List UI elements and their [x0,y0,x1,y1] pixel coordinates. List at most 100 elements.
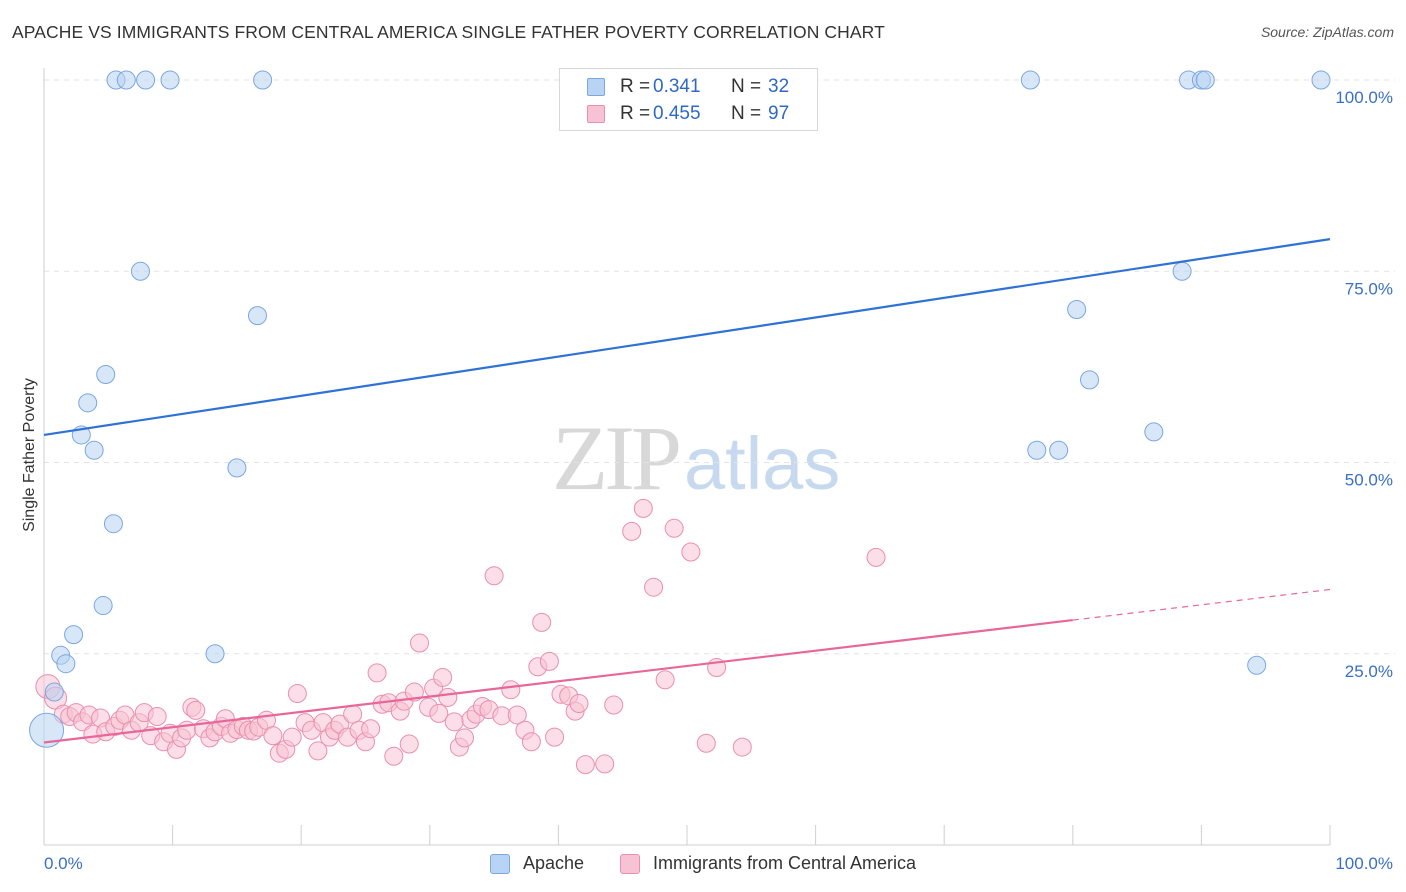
watermark-atlas: atlas [684,422,841,505]
y-axis-label: Single Father Poverty [21,378,38,532]
apache-point [247,306,267,326]
watermark-zip: ZIP [552,407,682,509]
series-apache-points [29,70,1331,748]
immigrants-point [521,732,541,752]
immigrants-point [644,577,664,597]
legend-row-apache: R = 0.341 N = 32 [560,74,817,100]
correlation-legend: R = 0.341 N = 32 R = 0.455 N = 97 [559,68,818,131]
apache-point [103,514,123,534]
immigrants-point [575,755,595,775]
trend-lines [43,238,1331,744]
immigrants-point [545,727,565,747]
immigrants-point [455,728,475,748]
immigrants-point [444,712,464,732]
immigrants-point [147,706,167,726]
apache-point [227,458,247,478]
r-label: R = [620,103,651,124]
immigrants-trend-line [43,618,1073,744]
immigrants-point [367,663,387,683]
y-tick-label: 100.0% [1335,88,1393,107]
immigrants-point [438,687,458,707]
n-value: 97 [768,103,790,124]
immigrants-point [429,703,449,723]
immigrants-point [410,633,430,653]
immigrants-point [664,518,684,538]
immigrants-point [404,682,424,702]
immigrants-point [866,547,886,567]
y-tick-label: 50.0% [1345,471,1393,490]
immigrants-point [633,498,653,518]
apache-point [1020,70,1040,90]
apache-point [1080,370,1100,390]
apache-trend-line [43,238,1331,437]
immigrants-point [604,695,624,715]
apache-point [1144,422,1164,442]
n-label: N = [731,103,762,124]
x-tick-label: 100.0% [1335,854,1393,873]
apache-point [160,70,180,90]
apache-point [116,70,136,90]
chart-title: APACHE VS IMMIGRANTS FROM CENTRAL AMERIC… [12,22,885,42]
apache-point [1195,70,1215,90]
immigrants-point [282,727,302,747]
apache-point [1172,261,1192,281]
r-label: R = [620,76,651,97]
r-value: 0.341 [653,76,701,97]
immigrants-point [186,700,206,720]
apache-point [29,712,65,748]
immigrants-point [308,741,328,761]
apache-point [1247,655,1267,675]
apache-swatch [490,854,510,874]
immigrants-point [696,733,716,753]
immigrants-point [287,684,307,704]
immigrants-point [507,705,527,725]
zipatlas-watermark: ZIPatlas [552,405,840,511]
immigrants-point [384,746,404,766]
r-value: 0.455 [653,103,701,124]
legend-row-immigrants: R = 0.455 N = 97 [560,101,817,127]
n-label: N = [731,76,762,97]
immigrants-point [681,542,701,562]
n-value: 32 [768,76,790,97]
x-tick-label: 0.0% [44,854,83,873]
immigrants-point [484,566,504,586]
apache-point [56,654,76,674]
immigrants-point [539,651,559,671]
source-credit: Source: ZipAtlas.com [1260,24,1394,40]
apache-point [1311,70,1331,90]
immigrants-point [595,754,615,774]
apache-swatch [587,78,605,96]
immigrants-point [532,612,552,632]
immigrants-trend-extension [1072,588,1331,621]
series-immigrants-points [35,498,886,775]
immigrants-point [399,734,419,754]
immigrants-point [622,521,642,541]
immigrants-swatch [587,105,605,123]
y-tick-label: 25.0% [1345,662,1393,681]
apache-point [130,261,150,281]
apache-point [44,682,64,702]
immigrants-point [732,737,752,757]
apache-point [64,625,84,645]
gridlines [44,79,1395,655]
immigrants-point [343,704,363,724]
immigrants-point [501,680,521,700]
apache-point [1049,440,1069,460]
immigrants-point [655,670,675,690]
immigrants-swatch [620,854,640,874]
immigrants-point [433,667,453,687]
apache-point [136,70,156,90]
x-tick-labels: 0.0% 100.0% [44,854,1393,873]
y-tick-labels: 25.0% 50.0% 75.0% 100.0% [1335,88,1393,681]
apache-point [96,365,116,385]
apache-point [1027,440,1047,460]
apache-point [205,644,225,664]
immigrants-point [569,693,589,713]
apache-point [78,393,98,413]
apache-point [1067,300,1087,319]
apache-point [84,440,104,460]
legend-apache-label: Apache [523,853,585,873]
apache-point [253,70,273,90]
legend-immigrants-label: Immigrants from Central America [653,853,917,873]
